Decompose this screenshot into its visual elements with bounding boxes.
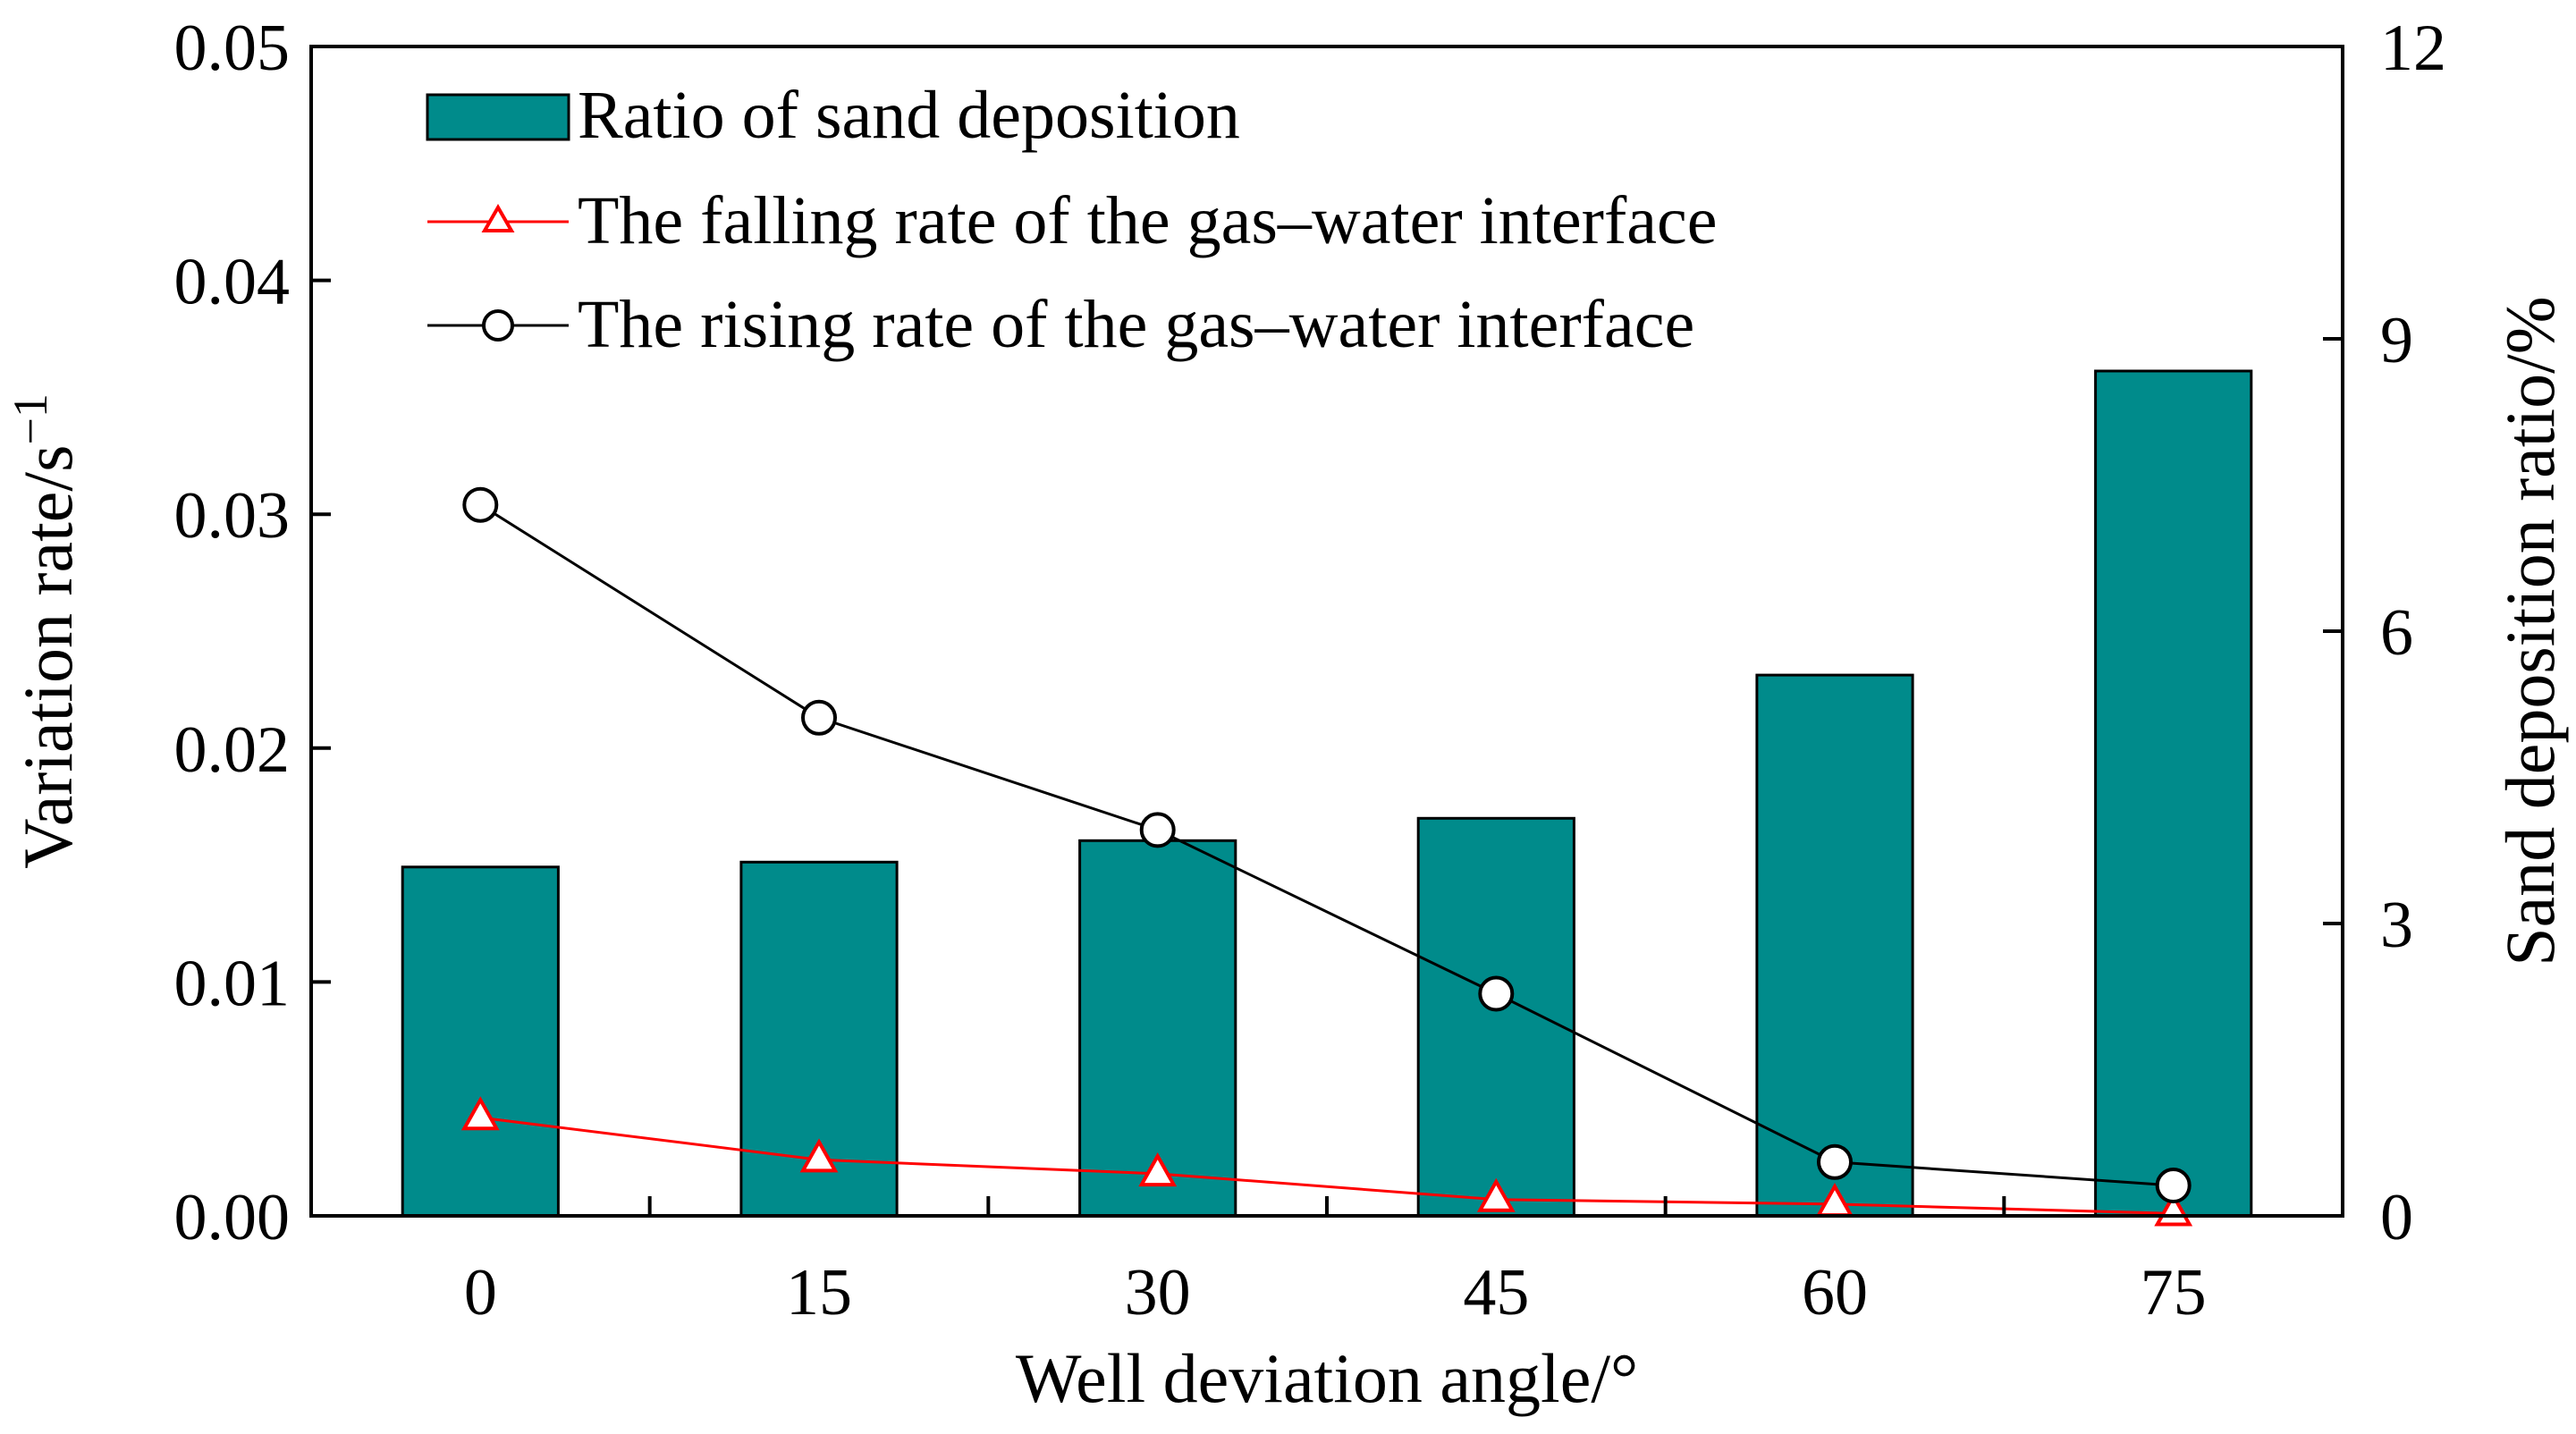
y2-tick-label-6: 6 [2380,596,2413,670]
y-axis-title-superscript: −1 [4,393,57,444]
ticks-layer: 0.00 0.01 0.02 0.03 0.04 0.05 0 3 6 9 12 0 15 30 45 60 7… [174,12,2447,1329]
x-tick-label-15: 15 [786,1256,852,1329]
y-axis-title: Variation rate/s−1 [4,393,87,869]
y-tick-label-0.01: 0.01 [174,947,291,1020]
legend: Ratio of sand deposition The falling rat… [426,78,1717,362]
x-axis-title: Well deviation angle/° [1016,1339,1638,1417]
y2-tick-label-9: 9 [2380,304,2413,377]
falling-rate-point-45 [1476,1177,1516,1212]
legend-label-falling-rate: The falling rate of the gas–water interf… [578,183,1717,258]
rising-rate-point-45 [1478,975,1515,1012]
legend-triangle-marker [481,203,515,232]
rising-rate-point-60 [1817,1143,1853,1180]
legend-swatch-bar [426,93,570,141]
x-tick-label-45: 45 [1463,1256,1529,1329]
falling-rate-line [480,1116,2174,1215]
rising-rate-point-75 [2155,1168,2192,1203]
y2-axis-title: Sand deposition ratio/% [2491,296,2569,966]
x-tick-label-75: 75 [2141,1256,2207,1329]
rising-rate-point-30 [1139,812,1176,848]
x-tick-label-30: 30 [1125,1256,1191,1329]
y-tick-label-0.00: 0.00 [174,1181,291,1254]
legend-circle-marker [482,309,514,342]
y-axis-title-main: Variation rate/s [9,445,87,869]
y-tick-label-0.02: 0.02 [174,713,291,787]
lines-layer [460,486,2193,1227]
legend-label-sand-deposition: Ratio of sand deposition [578,78,1240,153]
y-tick-label-0.05: 0.05 [174,12,291,85]
rising-rate-line [479,503,2174,1187]
falling-rate-point-15 [799,1138,839,1173]
legend-label-rising-rate: The rising rate of the gas–water interfa… [578,287,1694,362]
y2-tick-label-0: 0 [2380,1181,2413,1254]
y-tick-label-0.04: 0.04 [174,246,291,319]
x-tick-label-0: 0 [464,1256,497,1329]
bar-60 [1755,673,1914,1218]
bar-75 [2094,369,2253,1218]
y2-tick-label-3: 3 [2380,889,2413,962]
bars-layer [401,369,2253,1218]
bar-45 [1416,816,1575,1218]
falling-rate-point-30 [1138,1152,1178,1187]
y-tick-label-0.03: 0.03 [174,479,291,553]
falling-rate-point-0 [460,1096,500,1131]
x-tick-label-60: 60 [1802,1256,1868,1329]
bar-0 [401,865,560,1218]
rising-rate-point-0 [462,486,499,523]
rising-rate-point-15 [801,699,837,736]
y2-tick-label-12: 12 [2380,12,2446,85]
